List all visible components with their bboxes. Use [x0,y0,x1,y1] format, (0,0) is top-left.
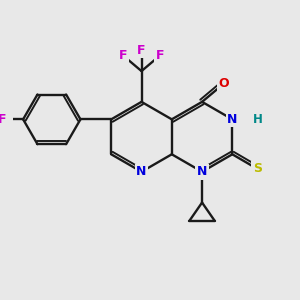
Text: N: N [136,165,147,178]
Text: F: F [155,49,164,62]
Text: F: F [137,44,146,57]
Text: N: N [197,165,207,178]
Text: O: O [218,77,229,90]
Text: H: H [253,113,262,126]
Text: F: F [0,113,6,126]
Text: S: S [253,163,262,176]
Text: N: N [227,113,238,126]
Text: F: F [119,49,128,62]
